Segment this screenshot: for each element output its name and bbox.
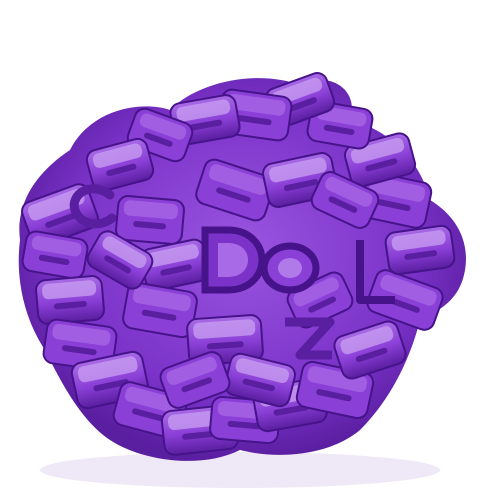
cutter-piece (384, 224, 456, 276)
cutter-piece (186, 314, 264, 366)
cutter-piece (159, 351, 231, 409)
cutter-piece (42, 318, 118, 372)
cutter-piece (140, 238, 210, 292)
cutter-piece (122, 281, 198, 339)
cutter-piece (21, 230, 89, 280)
cutter-piece (85, 137, 155, 193)
cutter-piece (333, 320, 407, 380)
cutter-piece (115, 195, 185, 245)
cutter-piece (217, 88, 293, 142)
letter-L (356, 240, 395, 304)
cutter-piece (35, 275, 105, 325)
cutter-pieces (21, 72, 456, 456)
cutter-piece (86, 230, 154, 290)
letter-O (260, 242, 320, 294)
cutter-piece (195, 158, 275, 222)
letter-Z (285, 317, 335, 360)
cutter-piece (366, 269, 444, 331)
letter-C (69, 184, 117, 229)
cutter-piece (224, 352, 296, 408)
cutter-piece (310, 171, 380, 229)
pile-shadow (40, 452, 440, 488)
letter-D (201, 226, 266, 294)
